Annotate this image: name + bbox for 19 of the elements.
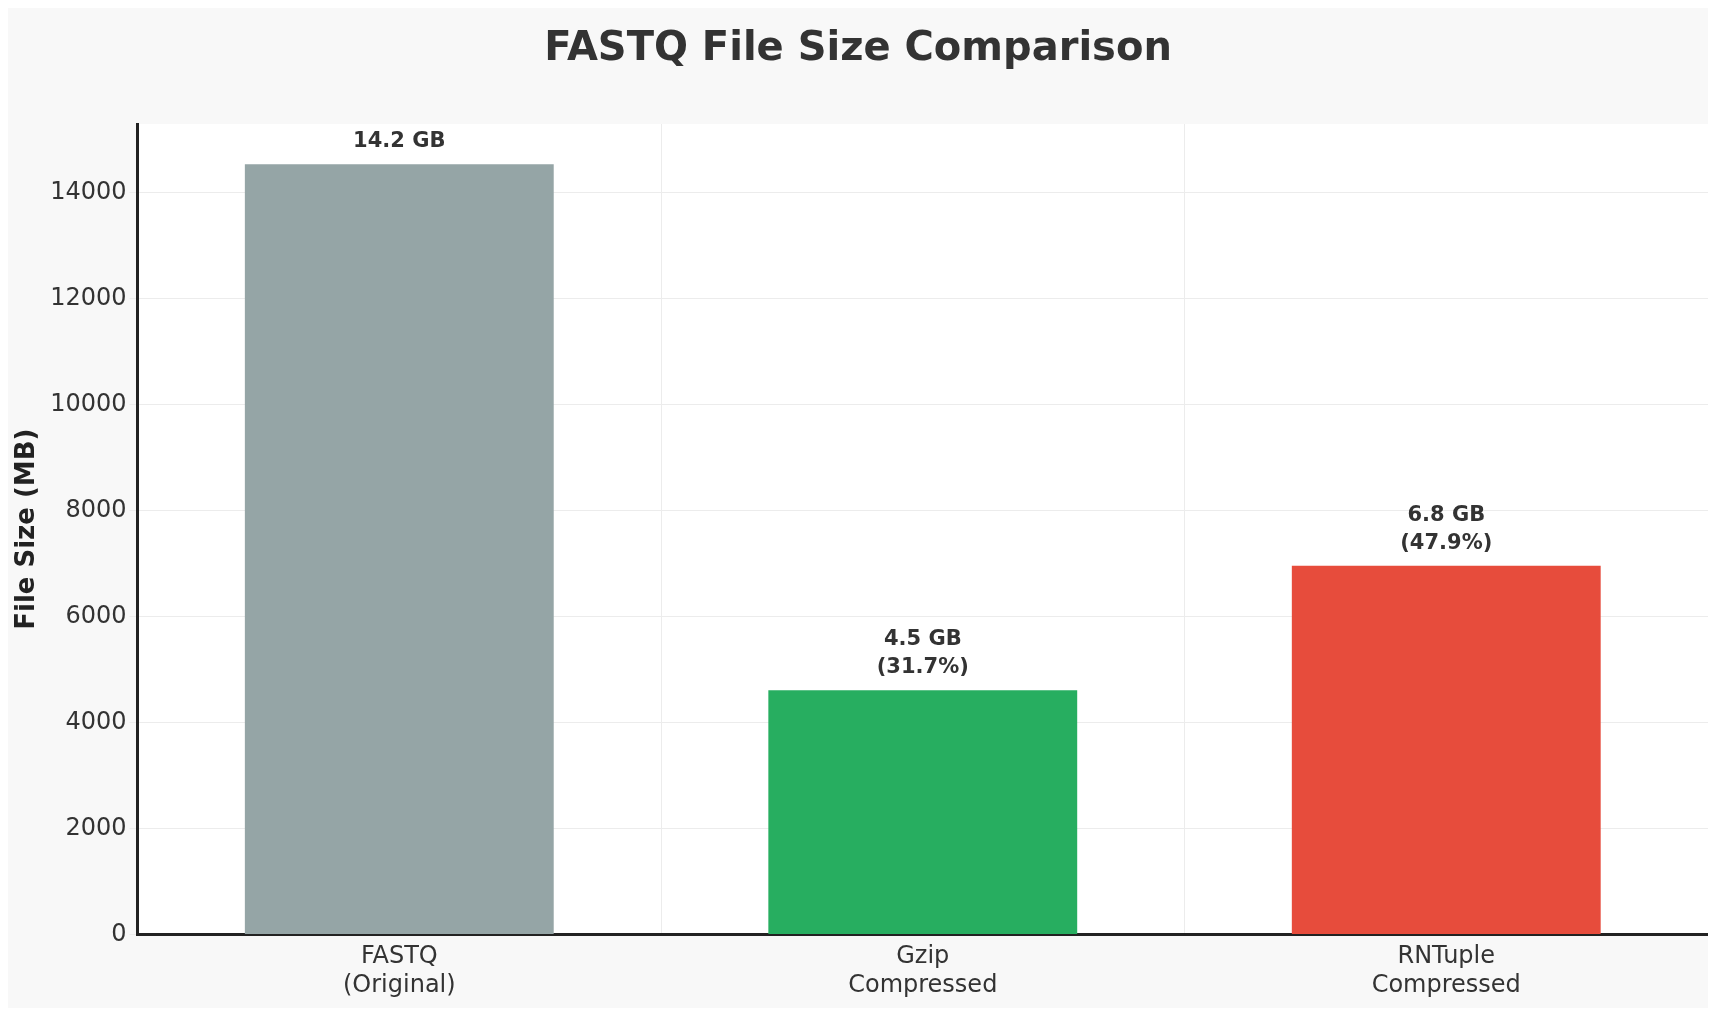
bar (244, 164, 554, 934)
x-tick-label: FASTQ (Original) (342, 941, 456, 998)
y-tick-label: 0 (111, 918, 127, 947)
chart-title: FASTQ File Size Comparison (544, 23, 1172, 70)
y-tick-label: 12000 (50, 283, 127, 312)
annotation: 6.8 GB (47.9%) (1400, 501, 1493, 554)
y-tick-label: 4000 (65, 706, 127, 735)
x-tick-label: RNTuple Compressed (1371, 941, 1521, 998)
y-tick-label: 10000 (50, 388, 127, 417)
y-tick-label: 14000 (50, 177, 127, 206)
x-tick-label: Gzip Compressed (848, 941, 998, 998)
y-tick-label: 2000 (65, 812, 127, 841)
y-tick-label: 8000 (65, 494, 127, 523)
annotation: 4.5 GB (31.7%) (876, 626, 969, 679)
y-tick-label: 6000 (65, 600, 127, 629)
annotation: 14.2 GB (353, 128, 446, 153)
bar (768, 690, 1078, 934)
bar (1291, 565, 1601, 934)
y-axis-title: File Size (MB) (10, 428, 41, 630)
